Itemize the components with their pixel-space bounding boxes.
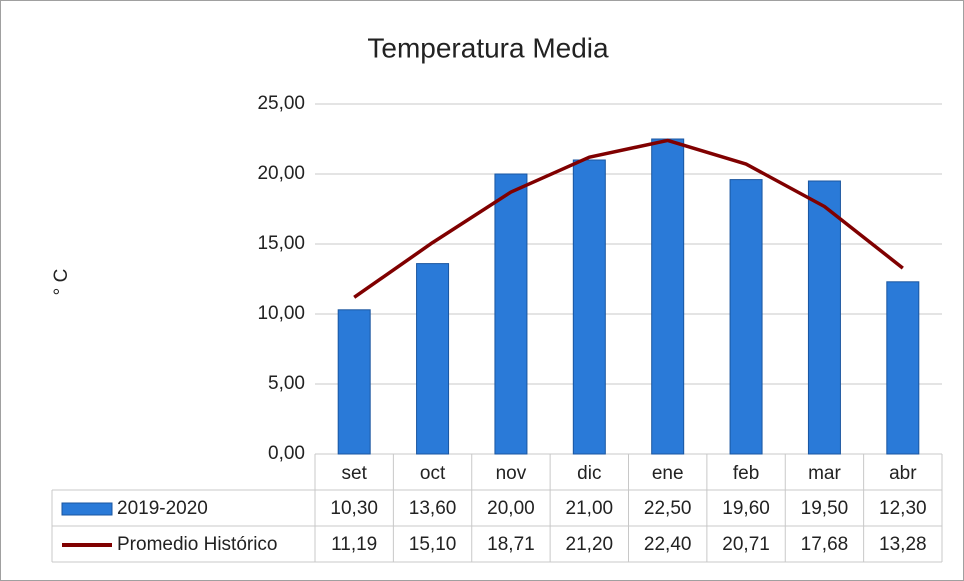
x-tick-label: feb bbox=[733, 463, 759, 484]
table-value: 11,19 bbox=[331, 534, 377, 555]
y-tick-label: 5,00 bbox=[268, 373, 305, 394]
table-value: 22,50 bbox=[644, 498, 692, 519]
x-tick-label: oct bbox=[420, 463, 446, 484]
bar bbox=[416, 263, 450, 455]
table-value: 15,10 bbox=[409, 534, 457, 555]
chart-title: Temperatura Media bbox=[367, 32, 609, 63]
table-value: 13,28 bbox=[879, 534, 927, 555]
table-value: 18,71 bbox=[487, 534, 535, 555]
table-value: 13,60 bbox=[409, 498, 457, 519]
table-value: 21,00 bbox=[566, 498, 614, 519]
line bbox=[353, 138, 904, 299]
y-tick-label: 0,00 bbox=[268, 443, 305, 464]
y-tick-label: 15,00 bbox=[257, 233, 305, 254]
bar bbox=[886, 281, 920, 455]
table-value: 20,71 bbox=[722, 534, 770, 555]
y-axis-label: ° C bbox=[51, 269, 72, 296]
x-tick-label: set bbox=[342, 463, 368, 484]
x-tick-label: nov bbox=[496, 463, 527, 484]
table-value: 17,68 bbox=[801, 534, 849, 555]
x-tick-label: ene bbox=[652, 463, 684, 484]
bar bbox=[494, 173, 528, 455]
bar bbox=[572, 159, 606, 455]
y-tick-label: 10,00 bbox=[257, 303, 305, 324]
y-tick-label: 20,00 bbox=[257, 163, 305, 184]
table-value: 19,50 bbox=[801, 498, 849, 519]
bar bbox=[807, 180, 841, 455]
bar bbox=[651, 138, 685, 455]
x-tick-label: abr bbox=[889, 463, 917, 484]
legend-key bbox=[61, 502, 113, 516]
table-value: 19,60 bbox=[722, 498, 770, 519]
x-tick-label: dic bbox=[577, 463, 601, 484]
table-value: 21,20 bbox=[566, 534, 614, 555]
bar bbox=[729, 179, 763, 455]
x-tick-label: mar bbox=[808, 463, 841, 484]
legend-label: 2019-2020 bbox=[117, 498, 208, 519]
table-value: 12,30 bbox=[879, 498, 927, 519]
y-tick-label: 25,00 bbox=[257, 93, 305, 114]
bar bbox=[337, 309, 371, 455]
table-value: 22,40 bbox=[644, 534, 692, 555]
table-value: 10,30 bbox=[330, 498, 378, 519]
legend-label: Promedio Histórico bbox=[117, 534, 278, 555]
table-value: 20,00 bbox=[487, 498, 535, 519]
